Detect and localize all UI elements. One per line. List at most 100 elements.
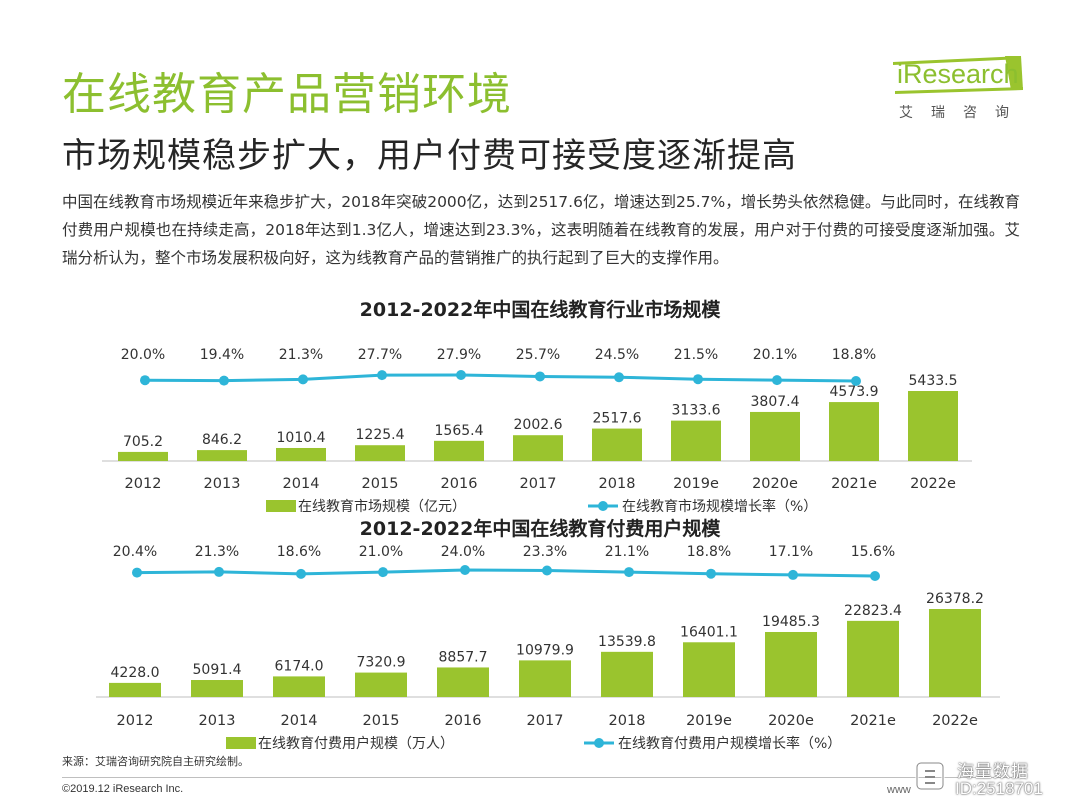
rate-point [214, 566, 224, 577]
rate-point [377, 370, 387, 381]
bar [908, 391, 958, 461]
x-tick-label: 2022e [910, 476, 956, 492]
x-tick-label: 2012 [125, 476, 162, 492]
rate-point [132, 567, 142, 578]
rate-label: 20.4% [113, 544, 157, 560]
x-tick-label: 2022e [932, 713, 978, 729]
data-label: 8857.7 [439, 649, 488, 665]
intro-paragraph: 中国在线教育市场规模近年来稳步扩大，2018年突破2000亿，达到2517.6亿… [62, 193, 1020, 267]
legend-bar-label: 在线教育市场规模（亿元） [298, 498, 466, 515]
bar [197, 450, 247, 461]
rate-label: 18.8% [832, 347, 876, 363]
data-label: 4228.0 [111, 665, 160, 681]
data-label: 13539.8 [598, 634, 656, 650]
rate-point [870, 571, 880, 581]
x-tick-label: 2016 [445, 713, 482, 729]
data-label: 2517.6 [593, 411, 642, 427]
x-tick-label: 2020e [752, 476, 798, 492]
legend-bar-swatch [226, 737, 256, 749]
data-label: 1225.4 [356, 427, 405, 443]
watermark-name: 海量数据 [957, 762, 1029, 782]
watermark: www 海量数据 ID:2518701 [887, 757, 1080, 810]
rate-label: 27.7% [358, 347, 402, 363]
rate-point [535, 371, 545, 382]
page-subtitle: 市场规模稳步扩大，用户付费可接受度逐渐提高 [62, 136, 797, 176]
x-tick-label: 2013 [204, 476, 241, 492]
legend-bar-swatch [266, 500, 296, 512]
bar [929, 609, 981, 697]
rate-label: 21.3% [195, 544, 239, 560]
paid-users-chart: 2012-2022年中国在线教育付费用户规模 4228.0 2012 5091.4 20… [96, 517, 1000, 752]
rate-point [456, 370, 466, 380]
data-label: 3133.6 [672, 403, 721, 419]
x-tick-label: 2021e [831, 476, 877, 492]
rate-label: 25.7% [516, 347, 560, 363]
data-label: 19485.3 [762, 614, 820, 630]
rate-label: 18.8% [687, 544, 731, 560]
rate-point [851, 376, 861, 386]
chart-title: 2012-2022年中国在线教育付费用户规模 [360, 517, 722, 540]
rate-line [144, 373, 857, 383]
bar [273, 676, 325, 697]
bar [750, 411, 800, 461]
market-size-chart: 2012-2022年中国在线教育行业市场规模 705.2 2012 846.2 2013… [102, 298, 972, 515]
watermark-url-fragment: www [887, 784, 911, 796]
bar [109, 682, 161, 697]
bar [118, 451, 168, 461]
rate-label: 20.1% [753, 347, 797, 363]
rate-point [693, 374, 703, 385]
rate-point [624, 567, 634, 578]
x-tick-label: 2021e [850, 713, 896, 729]
rate-point [219, 375, 229, 386]
rate-point [378, 567, 388, 578]
rate-point [296, 568, 306, 579]
logo-text: iResearch [897, 59, 1019, 89]
page-title: 在线教育产品营销环境 [62, 69, 512, 120]
data-label: 1010.4 [277, 430, 326, 446]
x-tick-label: 2016 [441, 476, 478, 492]
bar [601, 651, 653, 697]
legend-line-marker [594, 738, 604, 748]
data-label: 1565.4 [435, 423, 484, 439]
logo-cn-text: 艾瑞咨询 [899, 105, 1027, 121]
rate-point [614, 372, 624, 383]
watermark-logo-icon [915, 761, 945, 791]
copyright-text: ©2019.12 iResearch Inc. [62, 783, 184, 795]
footer-divider [62, 777, 1020, 778]
rate-point [706, 568, 716, 579]
rate-label: 21.0% [359, 544, 403, 560]
data-label: 2002.6 [514, 417, 563, 433]
rate-label: 24.0% [441, 544, 485, 560]
bar [519, 660, 571, 697]
rate-label: 19.4% [200, 347, 244, 363]
rate-label: 21.3% [279, 347, 323, 363]
chart-title: 2012-2022年中国在线教育行业市场规模 [360, 298, 722, 321]
x-tick-label: 2020e [768, 713, 814, 729]
logo-badge-icon [893, 56, 1023, 94]
bar [276, 447, 326, 461]
rate-label: 17.1% [769, 544, 813, 560]
legend-line-label: 在线教育市场规模增长率（%） [622, 498, 817, 515]
rate-point [788, 569, 798, 580]
x-tick-label: 2017 [520, 476, 557, 492]
x-tick-label: 2019e [673, 476, 719, 492]
bar [437, 667, 489, 697]
bar [355, 445, 405, 461]
bar [592, 428, 642, 461]
rate-point [298, 374, 308, 385]
bar [765, 631, 817, 697]
x-tick-label: 2019e [686, 713, 732, 729]
x-tick-label: 2015 [362, 476, 399, 492]
watermark-id: ID:2518701 [955, 779, 1043, 798]
bar [683, 642, 735, 697]
data-label: 22823.4 [844, 603, 902, 619]
bar [434, 440, 484, 461]
data-label: 4573.9 [830, 384, 879, 400]
x-tick-label: 2018 [609, 713, 646, 729]
legend-line-label: 在线教育付费用户规模增长率（%） [618, 735, 841, 752]
data-label: 3807.4 [751, 394, 800, 410]
data-label: 26378.2 [926, 591, 984, 607]
data-label: 6174.0 [275, 658, 324, 674]
rate-point [542, 565, 552, 576]
data-label: 10979.9 [516, 642, 574, 658]
